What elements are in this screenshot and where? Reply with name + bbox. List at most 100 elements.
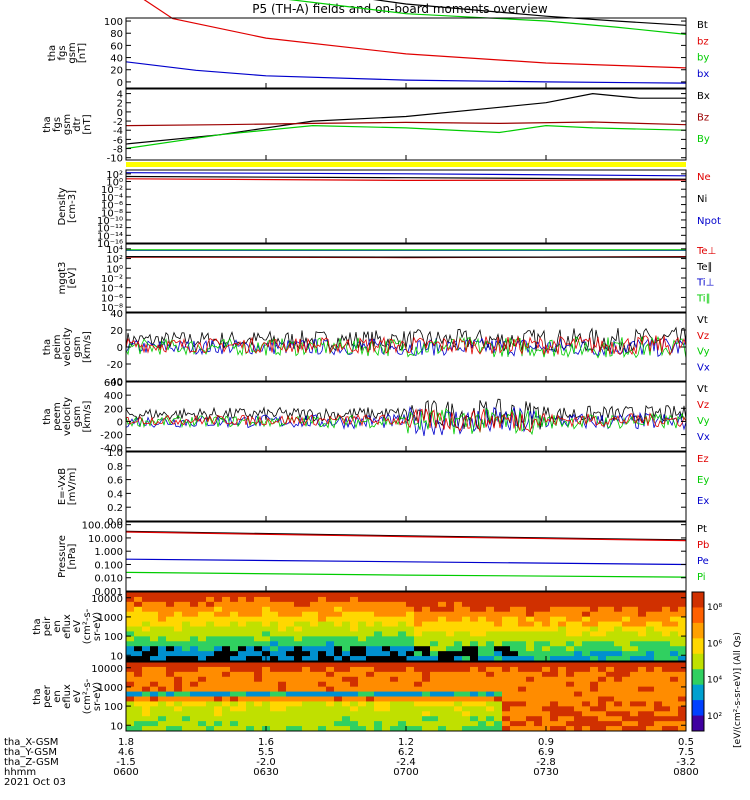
spectrogram-cell bbox=[126, 671, 135, 678]
spectrogram-cell bbox=[406, 706, 415, 712]
spectrogram-cell bbox=[398, 721, 407, 727]
spectrogram-cell bbox=[230, 686, 239, 693]
spectrogram-cell bbox=[214, 662, 223, 668]
row-value: 7.5 bbox=[678, 747, 694, 758]
spectrogram-cell bbox=[534, 706, 543, 712]
spectrogram-cell bbox=[566, 596, 575, 603]
spectrogram-cell bbox=[494, 596, 503, 603]
spectrogram-cell bbox=[566, 696, 575, 702]
spectrogram-cell bbox=[262, 701, 271, 707]
spectrogram-cell bbox=[326, 676, 335, 683]
spectrogram-cell bbox=[534, 646, 543, 652]
spectrogram-cell bbox=[630, 666, 639, 673]
spectrogram-cell bbox=[214, 681, 223, 688]
spectrogram-cell bbox=[630, 592, 639, 598]
spectrogram-cell bbox=[590, 671, 599, 678]
spectrogram-cell bbox=[654, 686, 663, 693]
spectrogram-cell bbox=[534, 656, 543, 662]
spectrogram-cell bbox=[406, 656, 415, 662]
y-axis-label: fgs bbox=[52, 117, 63, 132]
spectrogram-cell bbox=[174, 636, 183, 642]
spectrogram-cell bbox=[438, 596, 447, 603]
spectrogram-cell bbox=[254, 671, 263, 678]
y-axis-label: [mV/m] bbox=[67, 468, 78, 506]
series-Vz bbox=[125, 335, 687, 356]
spectrogram-cell bbox=[214, 706, 223, 712]
spectrogram-cell bbox=[158, 696, 167, 702]
spectrogram-cell bbox=[270, 681, 279, 688]
spectrogram-cell bbox=[606, 606, 615, 613]
spectrogram-cell bbox=[182, 601, 191, 608]
spectrogram-cell bbox=[374, 676, 383, 683]
spectrogram-cell bbox=[550, 711, 559, 717]
spectrogram-cell bbox=[574, 646, 583, 652]
spectrogram-cell bbox=[518, 726, 527, 732]
spectrogram-cell bbox=[558, 621, 567, 627]
spectrogram-cell bbox=[350, 621, 359, 627]
spectrogram-cell bbox=[182, 611, 191, 618]
spectrogram-cell bbox=[598, 592, 607, 598]
spectrogram-cell bbox=[254, 721, 263, 727]
spectrogram-cell bbox=[638, 691, 647, 697]
spectrogram-cell bbox=[598, 646, 607, 652]
legend-Ex: Ex bbox=[697, 496, 709, 507]
spectrogram-cell bbox=[518, 611, 527, 618]
spectrogram-cell bbox=[622, 696, 631, 702]
spectrogram-cell bbox=[590, 662, 599, 668]
spectrogram-cell bbox=[526, 631, 535, 637]
spectrogram-cell bbox=[590, 636, 599, 642]
spectrogram-cell bbox=[558, 641, 567, 647]
y-axis-label: eflux bbox=[62, 614, 73, 639]
spectrogram-cell bbox=[134, 696, 143, 702]
spectrogram-cell bbox=[414, 676, 423, 683]
spectrogram-cell bbox=[262, 606, 271, 613]
spectrogram-cell bbox=[374, 711, 383, 717]
y-tick-label: 0 bbox=[117, 417, 123, 428]
spectrogram-cell bbox=[294, 592, 303, 598]
spectrogram-cell bbox=[654, 666, 663, 673]
spectrogram-cell bbox=[518, 701, 527, 707]
spectrogram-cell bbox=[614, 711, 623, 717]
spectrogram-cell bbox=[222, 662, 231, 668]
spectrogram-cell bbox=[198, 691, 207, 697]
spectrogram-cell bbox=[398, 691, 407, 697]
spectrogram-cell bbox=[558, 676, 567, 683]
spectrogram-cell bbox=[494, 691, 503, 697]
spectrogram-cell bbox=[318, 626, 327, 632]
spectrogram-cell bbox=[142, 606, 151, 613]
spectrogram-cell bbox=[454, 711, 463, 717]
y-tick-label: 10⁻² bbox=[101, 185, 123, 196]
spectrogram-cell bbox=[342, 721, 351, 727]
spectrogram-cell bbox=[230, 726, 239, 732]
spectrogram-cell bbox=[430, 721, 439, 727]
spectrogram-cell bbox=[358, 656, 367, 662]
spectrogram-cell bbox=[614, 601, 623, 608]
spectrogram-cell bbox=[606, 641, 615, 647]
spectrogram-cell bbox=[142, 681, 151, 688]
spectrogram-cell bbox=[238, 686, 247, 693]
spectrogram-cell bbox=[158, 716, 167, 722]
spectrogram-cell bbox=[598, 726, 607, 732]
spectrogram-cell bbox=[166, 611, 175, 618]
spectrogram-cell bbox=[182, 636, 191, 642]
spectrogram-cell bbox=[182, 666, 191, 673]
spectrogram-cell bbox=[518, 616, 527, 623]
spectrogram-cell bbox=[294, 641, 303, 647]
spectrogram-cell bbox=[422, 641, 431, 647]
spectrogram-cell bbox=[406, 592, 415, 598]
spectrogram-cell bbox=[558, 611, 567, 618]
spectrogram-cell bbox=[582, 711, 591, 717]
spectrogram-cell bbox=[494, 721, 503, 727]
spectrogram-cell bbox=[510, 651, 519, 657]
spectrogram-cell bbox=[166, 606, 175, 613]
spectrogram-cell bbox=[494, 631, 503, 637]
spectrogram-cell bbox=[334, 621, 343, 627]
spectrogram-cell bbox=[134, 646, 143, 652]
spectrogram-cell bbox=[606, 646, 615, 652]
spectrogram-cell bbox=[422, 681, 431, 688]
spectrogram-cell bbox=[446, 671, 455, 678]
spectrogram-cell bbox=[286, 711, 295, 717]
spectrogram-cell bbox=[142, 601, 151, 608]
spectrogram-cell bbox=[310, 592, 319, 598]
spectrogram-cell bbox=[286, 666, 295, 673]
